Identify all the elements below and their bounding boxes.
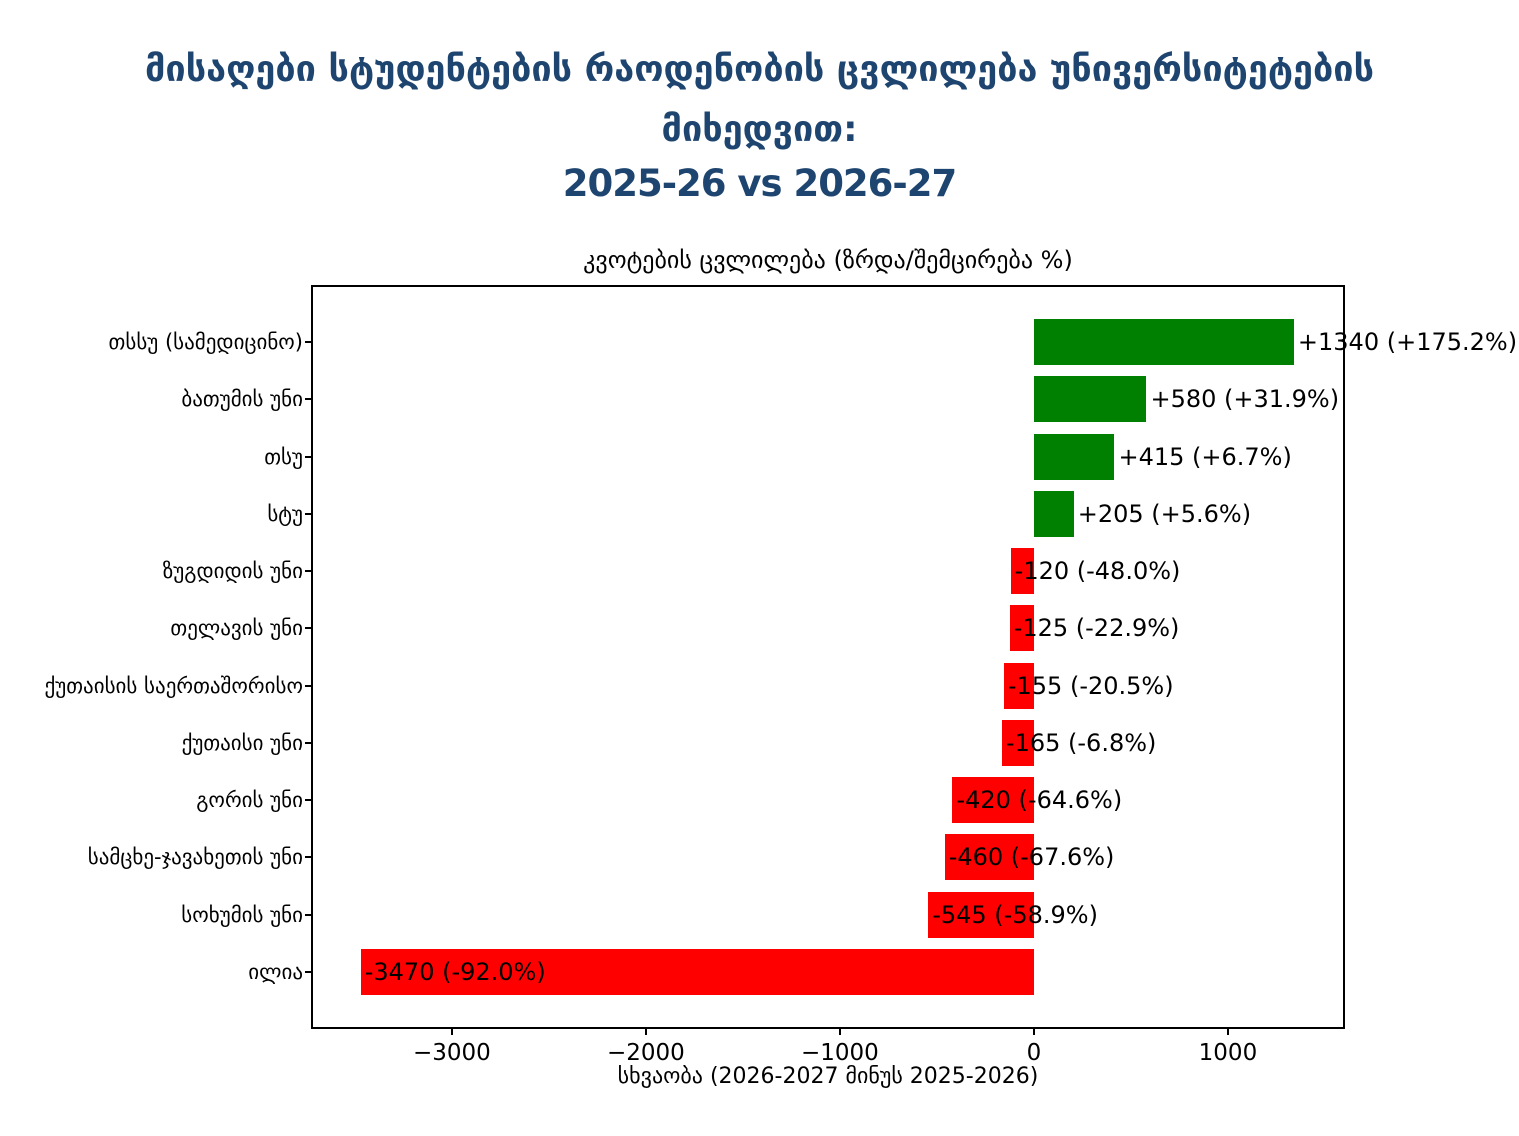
x-tick-mark: [838, 1027, 841, 1035]
x-tick-mark: [1032, 1027, 1035, 1035]
y-tick-mark: [305, 341, 313, 343]
y-tick-mark: [305, 512, 313, 515]
plot-area: +1340 (+175.2%) +580 (+31.9%) +415 (+6.7%)…: [311, 285, 1517, 1029]
bar-value-label: -3470 (-92.0%): [364, 958, 546, 986]
bar-value-label: -165 (-6.8%): [1005, 728, 1157, 757]
y-tick-mark: [305, 799, 313, 802]
y-tick-mark: [305, 570, 313, 573]
y-tick-label: ილია: [248, 960, 303, 984]
y-tick-mark: [305, 627, 313, 630]
bar-value-label: -420 (-64.6%): [956, 786, 1123, 815]
y-tick-label: ბათუმის უნი: [181, 387, 303, 412]
x-tick-label: 1000: [1198, 1040, 1258, 1066]
y-tick-label: სამცხე-ჯავახეთის უნი: [87, 845, 303, 870]
bar-negative: [1010, 548, 1034, 595]
bar-negative: [1001, 719, 1034, 766]
y-tick-label: თსსუ (სამედიცინო): [108, 330, 303, 354]
bar-value-label: +415 (+6.7%): [1118, 442, 1292, 471]
x-tick-mark: [644, 1027, 647, 1035]
bar-value-label: -155 (-20.5%): [1007, 671, 1174, 700]
y-tick-label: ქუთაისის საერთაშორისო: [44, 673, 303, 698]
x-tick-label: −1000: [801, 1040, 879, 1066]
y-tick-mark: [305, 455, 313, 458]
x-tick-mark: [450, 1027, 453, 1035]
y-tick-mark: [305, 398, 313, 401]
x-tick-label: −2000: [607, 1040, 685, 1066]
bar-value-label: -460 (-67.6%): [948, 843, 1115, 872]
bar-negative: [1009, 605, 1034, 652]
x-tick-mark: [1226, 1027, 1229, 1035]
bar-negative: [928, 891, 1034, 938]
y-tick-label: თელავის უნი: [170, 616, 303, 641]
bar-value-label: +1340 (+175.2%): [1297, 328, 1518, 356]
bar-positive: [1033, 490, 1074, 537]
x-tick-label: −3000: [413, 1040, 491, 1066]
page-title: მისაღები სტუდენტების რაოდენობის ცვლილება…: [0, 40, 1519, 208]
y-tick-label: გორის უნი: [196, 788, 303, 813]
bar-value-label: -120 (-48.0%): [1014, 557, 1181, 586]
y-tick-label: ქუთაისი უნი: [181, 730, 303, 755]
bar-negative: [952, 777, 1034, 824]
y-tick-mark: [305, 856, 313, 859]
y-tick-label: თსუ: [264, 444, 303, 469]
y-tick-label: სტუ: [267, 501, 303, 526]
y-tick-mark: [305, 913, 313, 916]
bar-value-label: +205 (+5.6%): [1077, 499, 1252, 528]
y-tick-label: ზუგდიდის უნი: [162, 559, 303, 584]
bar-value-label: +580 (+31.9%): [1150, 385, 1340, 414]
y-tick-mark: [305, 971, 313, 973]
bar-negative: [360, 949, 1034, 995]
chart-title: კვოტების ცვლილება (ზრდა/შემცირება %): [583, 246, 1073, 274]
bar-positive: [1033, 319, 1294, 365]
y-tick-label: სოხუმის უნი: [181, 902, 303, 927]
bar-negative: [944, 834, 1034, 881]
bar-value-label: -545 (-58.9%): [932, 900, 1098, 929]
bar-value-label: -125 (-22.9%): [1013, 614, 1180, 643]
page-title-line3: 2025-26 vs 2026-27: [562, 162, 958, 205]
y-tick-mark: [305, 684, 313, 687]
y-tick-mark: [305, 741, 313, 744]
bar-positive: [1033, 433, 1115, 480]
x-axis-label: სხვაობა (2026-2027 მინუს 2025-2026): [617, 1064, 1039, 1089]
bar-positive: [1033, 376, 1147, 423]
page-title-line2: მიხედვით:: [661, 109, 858, 150]
page-title-line1: მისაღები სტუდენტების რაოდენობის ცვლილება…: [144, 49, 1375, 90]
bar-negative: [1003, 662, 1034, 709]
x-tick-label: 0: [1026, 1040, 1042, 1066]
